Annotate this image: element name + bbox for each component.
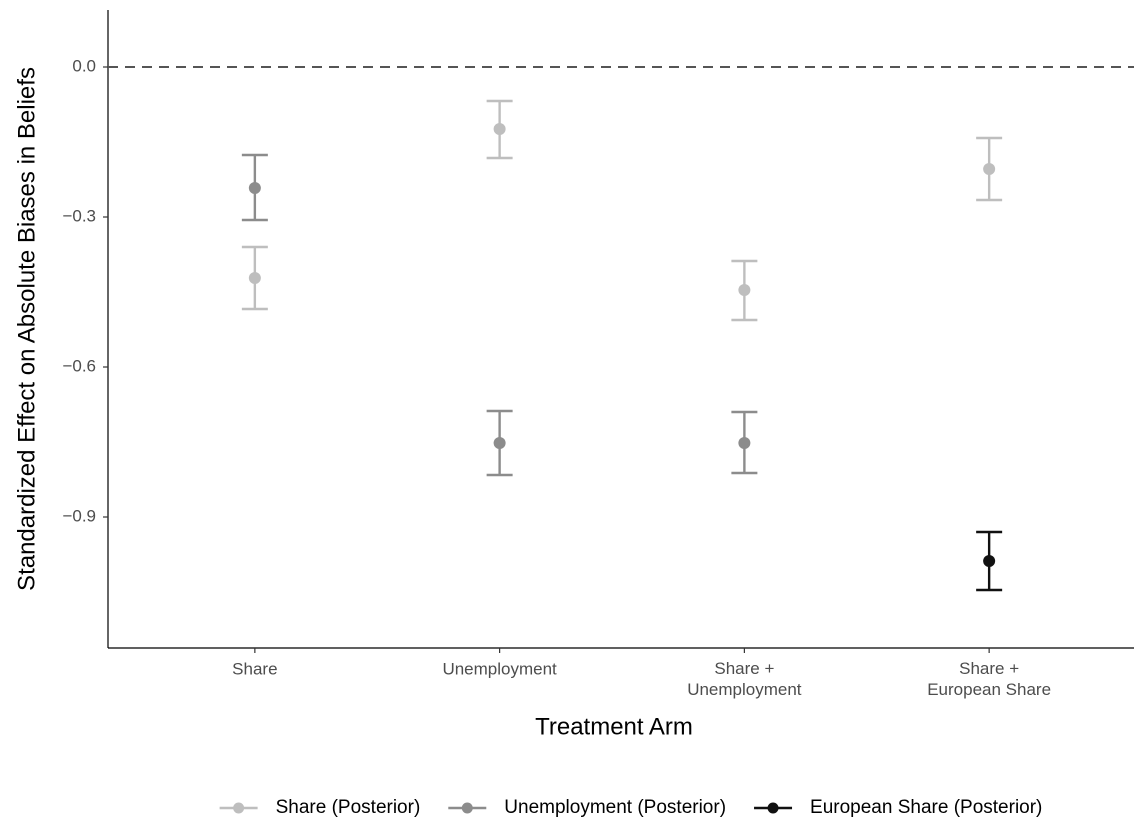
legend-item: Share (Posterior) bbox=[219, 797, 421, 818]
point bbox=[738, 437, 751, 449]
x-tick-label: Unemployment bbox=[442, 659, 557, 678]
y-tick-label: 0.0 bbox=[72, 56, 96, 75]
legend-item: Unemployment (Posterior) bbox=[448, 797, 726, 818]
point bbox=[983, 163, 996, 175]
point bbox=[493, 437, 506, 449]
legend: Share (Posterior) Unemployment (Posterior… bbox=[219, 797, 1042, 818]
x-tick-label: Share + European Share bbox=[927, 659, 1051, 699]
point bbox=[493, 123, 506, 135]
y-tick-label: −0.9 bbox=[62, 506, 96, 525]
y-tick-label: −0.3 bbox=[62, 206, 96, 225]
legend-label: Unemployment (Posterior) bbox=[504, 797, 726, 818]
legend-key-point bbox=[233, 802, 245, 814]
legend-label: Share (Posterior) bbox=[276, 797, 421, 818]
x-tick-label: Share + Unemployment bbox=[687, 659, 802, 699]
y-axis-title: Standardized Effect on Absolute Biases i… bbox=[13, 67, 40, 591]
point bbox=[738, 284, 751, 296]
point bbox=[248, 272, 261, 284]
x-tick-label: Share bbox=[232, 659, 277, 678]
legend-key-point bbox=[767, 802, 779, 814]
point bbox=[248, 182, 261, 194]
y-tick-label: −0.6 bbox=[62, 356, 96, 375]
legend-item: European Share (Posterior) bbox=[754, 797, 1042, 818]
legend-label: European Share (Posterior) bbox=[810, 797, 1042, 818]
x-axis-title: Treatment Arm bbox=[535, 713, 693, 740]
legend-key-point bbox=[461, 802, 473, 814]
point bbox=[983, 555, 996, 567]
